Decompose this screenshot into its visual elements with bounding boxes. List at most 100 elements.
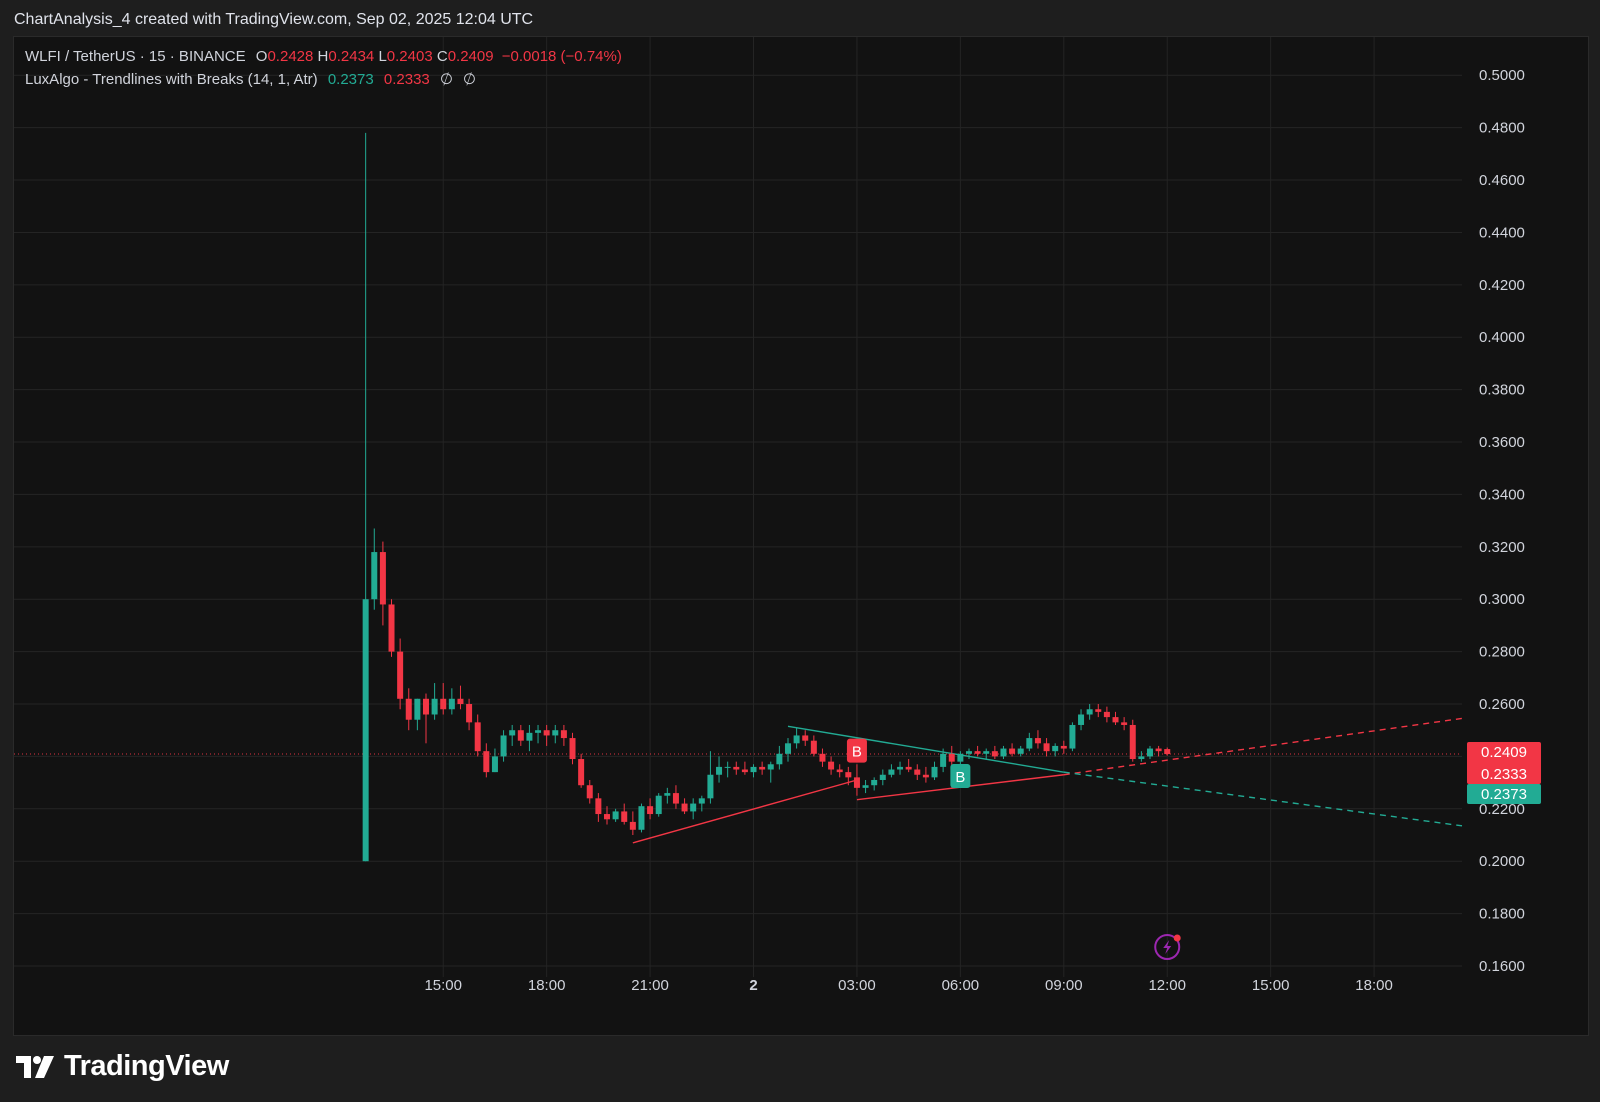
candle-body[interactable] [741,769,748,773]
candle-body[interactable] [690,803,697,812]
candle-body[interactable] [509,730,516,736]
candle-body[interactable] [405,698,412,720]
candle-body[interactable] [543,730,550,736]
candle-body[interactable] [647,806,654,815]
candle-body[interactable] [629,821,636,830]
candle-body[interactable] [716,766,723,775]
candle-body[interactable] [905,766,912,770]
candle-body[interactable] [422,698,429,715]
candle-body[interactable] [845,772,852,778]
candle-body[interactable] [707,774,714,799]
candle-body[interactable] [431,698,438,715]
candle-body[interactable] [388,604,395,652]
candle-body[interactable] [922,774,929,778]
candle-body[interactable] [457,698,464,705]
price-chart[interactable]: 0.16000.18000.20000.22000.24000.26000.28… [14,37,1590,1037]
break-marker[interactable] [950,764,971,789]
candle-body[interactable] [879,774,886,780]
candle-body[interactable] [819,753,826,762]
candle-body[interactable] [853,777,860,788]
candle-body[interactable] [776,753,783,765]
candle-body[interactable] [552,730,559,736]
candle-body[interactable] [1060,745,1067,749]
candle-body[interactable] [897,766,904,770]
candle-body[interactable] [362,599,369,862]
candle-body[interactable] [750,766,757,773]
candle-body[interactable] [560,730,567,739]
candle-body[interactable] [474,722,481,752]
candle-body[interactable] [759,766,766,770]
candle-body[interactable] [948,753,955,762]
candle-body[interactable] [440,698,447,710]
candle-body[interactable] [664,793,671,796]
candle-body[interactable] [578,759,585,786]
candle-body[interactable] [379,552,386,605]
candle-body[interactable] [371,552,378,600]
candle-body[interactable] [733,766,740,770]
candle-body[interactable] [793,735,800,744]
candle-body[interactable] [991,751,998,757]
candle-body[interactable] [526,732,533,741]
candle-body[interactable] [672,793,679,804]
candle-body[interactable] [448,698,455,710]
candle-body[interactable] [767,764,774,770]
candle-body[interactable] [1146,748,1153,757]
candle-body[interactable] [871,779,878,786]
candle-body[interactable] [1026,738,1033,749]
candle-body[interactable] [1095,709,1102,712]
candle-body[interactable] [828,761,835,770]
candle-body[interactable] [1103,711,1110,718]
indicator-name[interactable]: LuxAlgo - Trendlines with Breaks (14, 1,… [25,71,318,88]
candle-body[interactable] [595,798,602,815]
candle-body[interactable] [1043,743,1050,752]
candle-body[interactable] [655,795,662,815]
candle-body[interactable] [784,743,791,754]
candle-body[interactable] [1086,709,1093,715]
candle-body[interactable] [1009,748,1016,754]
candle-body[interactable] [638,806,645,830]
candle-body[interactable] [724,766,731,768]
candle-body[interactable] [621,811,628,822]
candle-body[interactable] [802,735,809,741]
indicator-legend[interactable]: LuxAlgo - Trendlines with Breaks (14, 1,… [25,69,479,89]
candle-body[interactable] [1017,748,1024,754]
candle-body[interactable] [603,814,610,820]
symbol-legend[interactable]: WLFI / TetherUS · 15 · BINANCE O0.2428 H… [25,48,622,65]
candle-body[interactable] [414,698,421,720]
candle-body[interactable] [810,740,817,754]
candle-body[interactable] [491,756,498,773]
candle-body[interactable] [862,785,869,788]
candle-body[interactable] [681,803,688,812]
candle-body[interactable] [940,753,947,767]
candle-body[interactable] [931,766,938,778]
tradingview-logo[interactable]: TradingView [16,1050,229,1083]
candle-body[interactable] [1034,738,1041,744]
candle-body[interactable] [914,769,921,775]
candle-body[interactable] [1078,714,1085,725]
candle-body[interactable] [500,735,507,757]
candle-body[interactable] [965,751,972,754]
candle-body[interactable] [397,651,404,699]
break-marker[interactable] [846,738,867,763]
candle-body[interactable] [1000,748,1007,757]
candle-body[interactable] [1052,745,1059,752]
candle-body[interactable] [1138,756,1145,760]
candle-body[interactable] [1112,717,1119,723]
candle-body[interactable] [983,751,990,754]
candle-body[interactable] [698,798,705,804]
candle-body[interactable] [535,730,542,733]
candle-body[interactable] [836,769,843,773]
candle-body[interactable] [483,751,490,773]
candle-body[interactable] [586,785,593,799]
candle-body[interactable] [1164,749,1171,755]
candle-body[interactable] [569,738,576,760]
chart-frame[interactable]: 0.16000.18000.20000.22000.24000.26000.28… [13,36,1589,1036]
candle-body[interactable] [957,753,964,762]
candle-body[interactable] [517,730,524,741]
candle-body[interactable] [466,704,473,723]
candle-body[interactable] [612,811,619,820]
candle-body[interactable] [1121,722,1128,725]
candle-body[interactable] [1155,748,1162,752]
candle-body[interactable] [1069,724,1076,749]
candle-body[interactable] [974,751,981,754]
